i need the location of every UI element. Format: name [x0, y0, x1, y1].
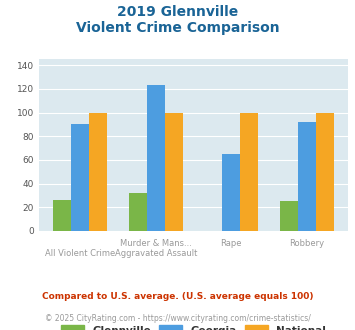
Bar	[129, 193, 147, 231]
Bar	[240, 113, 258, 231]
Text: Rape: Rape	[220, 239, 242, 248]
Bar	[165, 113, 183, 231]
Text: Robbery: Robbery	[289, 239, 324, 248]
Text: Aggravated Assault: Aggravated Assault	[115, 249, 197, 258]
Bar	[53, 200, 71, 231]
Bar	[316, 113, 334, 231]
Legend: Glennville, Georgia, National: Glennville, Georgia, National	[61, 325, 326, 330]
Bar	[147, 85, 165, 231]
Text: Violent Crime Comparison: Violent Crime Comparison	[76, 21, 279, 35]
Text: All Violent Crime: All Violent Crime	[45, 249, 115, 258]
Text: Compared to U.S. average. (U.S. average equals 100): Compared to U.S. average. (U.S. average …	[42, 292, 313, 301]
Text: Murder & Mans...: Murder & Mans...	[120, 239, 192, 248]
Bar	[297, 122, 316, 231]
Text: 2019 Glennville: 2019 Glennville	[117, 5, 238, 19]
Bar	[279, 201, 297, 231]
Bar	[222, 154, 240, 231]
Bar	[89, 113, 108, 231]
Bar	[71, 124, 89, 231]
Text: © 2025 CityRating.com - https://www.cityrating.com/crime-statistics/: © 2025 CityRating.com - https://www.city…	[45, 314, 310, 323]
